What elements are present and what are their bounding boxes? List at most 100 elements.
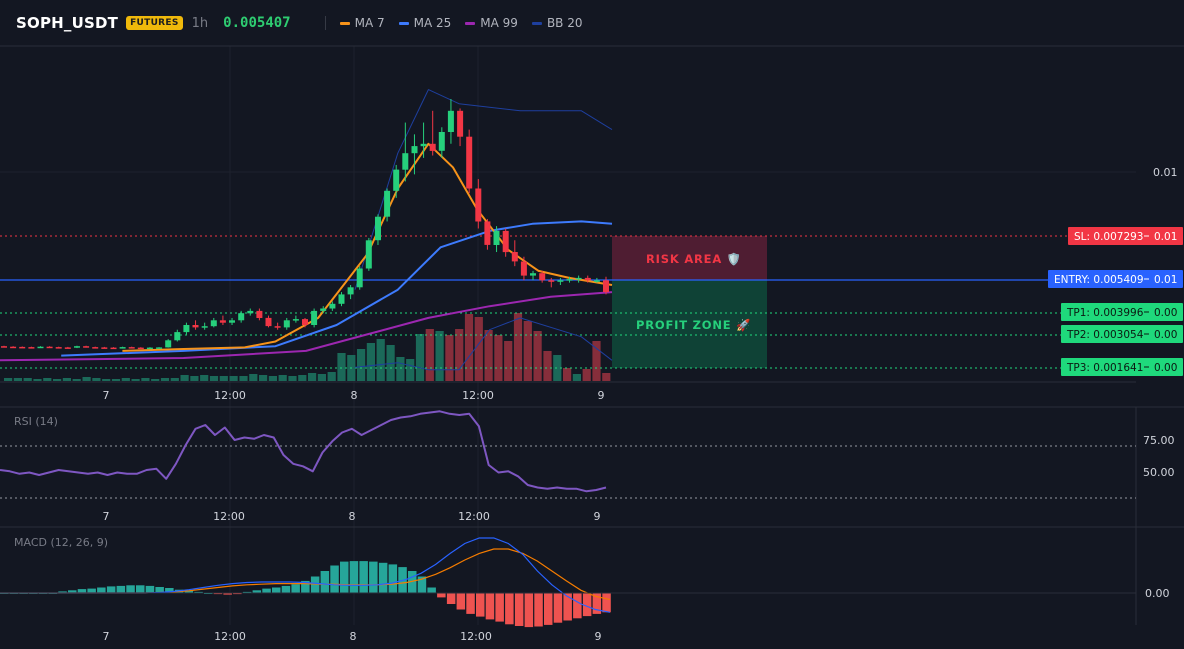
entry-tag: ENTRY: 0.005409 0.01 xyxy=(1048,270,1183,288)
macd-histogram-bar xyxy=(301,580,310,593)
macd-histogram-bar xyxy=(369,561,378,593)
candle-body xyxy=(530,273,536,276)
candle-body xyxy=(548,280,555,282)
macd-histogram-bar xyxy=(378,562,388,594)
candle-body xyxy=(411,146,418,154)
candle-body xyxy=(584,277,591,281)
tp3-tag-axis: 0.00 xyxy=(1154,362,1177,374)
candle-body xyxy=(484,221,491,245)
candle-body xyxy=(283,320,290,328)
ma99-line xyxy=(0,291,613,362)
macd-histogram-bar xyxy=(97,587,106,593)
tp2-tag: TP2: 0.003054 0.00 xyxy=(1061,325,1183,343)
macd-histogram-bar xyxy=(359,561,368,593)
volume-bar xyxy=(553,355,562,381)
candle-body xyxy=(28,347,35,349)
volume-bar xyxy=(229,376,238,381)
candle-body xyxy=(520,261,527,276)
volume-bar xyxy=(102,379,111,381)
candle-body xyxy=(210,320,217,327)
macd-histogram-bar xyxy=(544,593,553,625)
macd-histogram-bar xyxy=(291,584,300,593)
legend-ma7[interactable]: MA 7 xyxy=(339,16,385,30)
entry-tag-bg xyxy=(1048,270,1183,288)
volume-bar xyxy=(4,378,13,381)
volume-bar xyxy=(523,321,532,381)
time-axis-label: 9 xyxy=(595,630,602,643)
candle-body xyxy=(384,190,391,217)
candle-body xyxy=(393,169,400,191)
candle-body xyxy=(603,280,609,293)
candle-body xyxy=(302,319,308,325)
volume-bar xyxy=(337,353,346,381)
candle-body xyxy=(402,153,409,170)
volume-bar xyxy=(160,378,170,381)
volume-bar xyxy=(53,379,62,381)
macd-histogram-bar xyxy=(242,591,252,593)
chart-header: SOPH_USDT FUTURES 1h 0.005407 MA 7 MA 25… xyxy=(0,0,1184,46)
volume-bar xyxy=(504,341,513,381)
volume-bar xyxy=(415,334,425,381)
time-axis-label: 12:00 xyxy=(460,630,492,643)
time-axis-label: 8 xyxy=(349,510,356,523)
volume-bar xyxy=(259,375,268,381)
macd-histogram-bar xyxy=(145,585,155,594)
macd-histogram-bar xyxy=(553,593,563,623)
candle-body xyxy=(183,325,190,333)
macd-histogram-bar xyxy=(194,591,203,593)
symbol-name[interactable]: SOPH_USDT xyxy=(16,14,119,32)
macd-histogram-bar xyxy=(252,590,262,594)
candle-body xyxy=(128,347,135,349)
candle-body xyxy=(74,346,80,348)
volume-bars xyxy=(4,313,611,381)
candle-body xyxy=(457,110,464,137)
volume-bar xyxy=(141,378,150,381)
volume-bar xyxy=(298,375,307,381)
volume-bar xyxy=(170,378,179,381)
volume-bar xyxy=(592,341,601,381)
legend-ma25[interactable]: MA 25 xyxy=(398,16,452,30)
profit-zone xyxy=(612,280,767,368)
time-axis-label: 7 xyxy=(103,630,110,643)
macd-histogram-bar xyxy=(262,588,271,593)
candle-body xyxy=(219,320,226,323)
macd-histogram-bar xyxy=(68,590,77,594)
macd-histogram-bar xyxy=(106,586,116,593)
macd-histogram-bar xyxy=(476,593,485,617)
legend-ma25-label: MA 25 xyxy=(413,16,452,30)
sl-tag-label: SL: 0.007293 xyxy=(1074,231,1144,243)
main-axis-tick: 0.01 xyxy=(1153,166,1178,179)
risk-area-label: RISK AREA 🛡️ xyxy=(646,252,742,266)
candle-body xyxy=(539,273,546,281)
candle-body xyxy=(156,347,163,349)
volume-bar xyxy=(13,378,22,381)
candle-body xyxy=(37,346,44,349)
rsi-title: RSI (14) xyxy=(14,415,58,428)
macd-histogram-bar xyxy=(213,593,223,595)
candle-body xyxy=(247,310,254,314)
volume-bar xyxy=(366,343,375,381)
candle-body xyxy=(493,230,500,245)
legend-ma99[interactable]: MA 99 xyxy=(465,16,518,30)
macd-histogram-bar xyxy=(505,593,514,625)
volume-bar xyxy=(151,379,160,381)
volume-bar xyxy=(62,378,71,381)
macd-histogram-bar xyxy=(417,576,427,593)
candle-body xyxy=(92,347,99,349)
candlesticks xyxy=(1,99,609,350)
candle-body xyxy=(375,216,381,241)
volume-bar xyxy=(288,376,297,381)
macd-histogram-bar xyxy=(495,593,504,622)
timeframe-selector[interactable]: 1h xyxy=(191,15,209,31)
macd-histogram-bar xyxy=(563,593,572,621)
candle-body xyxy=(238,313,245,321)
bb20-swatch xyxy=(531,21,542,25)
macd-histogram-bar xyxy=(582,593,592,617)
ma25-swatch xyxy=(398,21,409,25)
candle-body xyxy=(329,303,336,309)
time-axis-label: 12:00 xyxy=(458,510,490,523)
legend-bb20[interactable]: BB 20 xyxy=(531,16,583,30)
macd-histogram-bar xyxy=(126,585,135,593)
candle-body xyxy=(429,143,436,151)
